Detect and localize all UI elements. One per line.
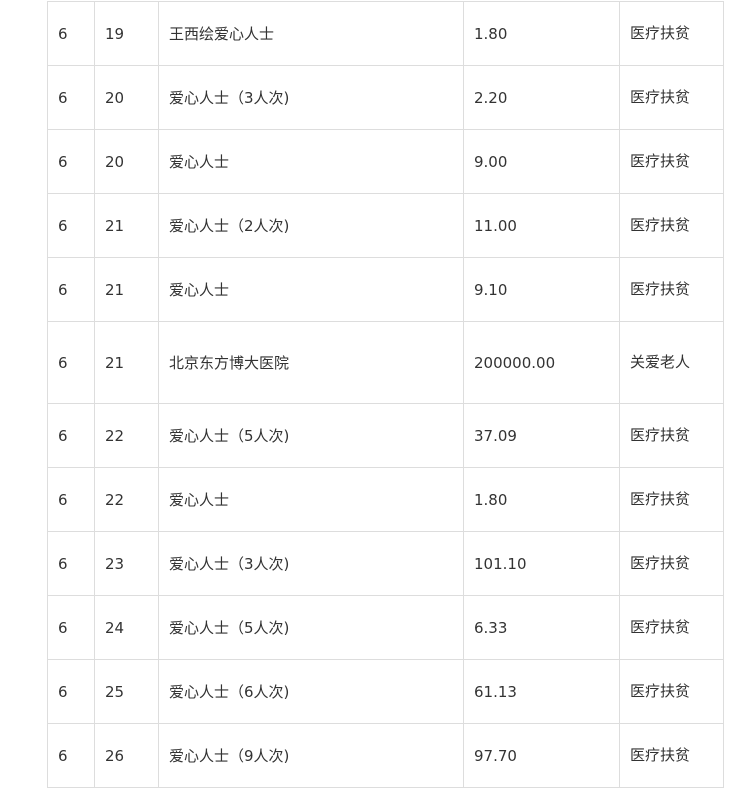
amount-cell: 200000.00 [463,321,620,404]
table-row: 6 20 爱心人士 9.00 医疗扶贫 [47,129,724,194]
month-cell: 6 [47,531,95,596]
day-cell: 26 [94,723,159,788]
day-cell: 20 [94,129,159,194]
amount-cell: 37.09 [463,403,620,468]
donor-cell: 爱心人士 [158,467,464,532]
day-cell: 21 [94,257,159,322]
donor-cell: 爱心人士（5人次) [158,595,464,660]
donor-cell: 爱心人士（9人次) [158,723,464,788]
purpose-cell: 医疗扶贫 [619,1,724,66]
month-cell: 6 [47,257,95,322]
purpose-cell: 医疗扶贫 [619,193,724,258]
month-cell: 6 [47,403,95,468]
amount-cell: 61.13 [463,659,620,724]
month-cell: 6 [47,595,95,660]
purpose-cell: 医疗扶贫 [619,595,724,660]
table-row: 6 21 北京东方博大医院 200000.00 关爱老人 [47,321,724,404]
day-cell: 19 [94,1,159,66]
amount-cell: 9.10 [463,257,620,322]
donor-cell: 爱心人士（6人次) [158,659,464,724]
table-row: 6 24 爱心人士（5人次) 6.33 医疗扶贫 [47,595,724,660]
month-cell: 6 [47,659,95,724]
day-cell: 23 [94,531,159,596]
donor-cell: 爱心人士 [158,257,464,322]
table-row: 6 22 爱心人士（5人次) 37.09 医疗扶贫 [47,403,724,468]
amount-cell: 6.33 [463,595,620,660]
donation-table: 6 19 王西绘爱心人士 1.80 医疗扶贫 6 20 爱心人士（3人次) 2.20 医疗扶贫 6 2… [47,1,724,788]
day-cell: 21 [94,321,159,404]
purpose-cell: 医疗扶贫 [619,65,724,130]
purpose-cell: 关爱老人 [619,321,724,404]
table-row: 6 23 爱心人士（3人次) 101.10 医疗扶贫 [47,531,724,596]
table-row: 6 22 爱心人士 1.80 医疗扶贫 [47,467,724,532]
donor-cell: 爱心人士（3人次) [158,65,464,130]
amount-cell: 1.80 [463,1,620,66]
table-row: 6 19 王西绘爱心人士 1.80 医疗扶贫 [47,1,724,66]
donor-cell: 爱心人士（3人次) [158,531,464,596]
amount-cell: 11.00 [463,193,620,258]
table-row: 6 21 爱心人士（2人次) 11.00 医疗扶贫 [47,193,724,258]
day-cell: 22 [94,467,159,532]
purpose-cell: 医疗扶贫 [619,723,724,788]
month-cell: 6 [47,65,95,130]
day-cell: 25 [94,659,159,724]
donor-cell: 爱心人士（2人次) [158,193,464,258]
month-cell: 6 [47,723,95,788]
month-cell: 6 [47,1,95,66]
donor-cell: 北京东方博大医院 [158,321,464,404]
amount-cell: 2.20 [463,65,620,130]
day-cell: 24 [94,595,159,660]
amount-cell: 101.10 [463,531,620,596]
month-cell: 6 [47,467,95,532]
month-cell: 6 [47,321,95,404]
purpose-cell: 医疗扶贫 [619,403,724,468]
month-cell: 6 [47,193,95,258]
purpose-cell: 医疗扶贫 [619,467,724,532]
purpose-cell: 医疗扶贫 [619,531,724,596]
purpose-cell: 医疗扶贫 [619,659,724,724]
purpose-cell: 医疗扶贫 [619,129,724,194]
amount-cell: 9.00 [463,129,620,194]
day-cell: 21 [94,193,159,258]
month-cell: 6 [47,129,95,194]
table-row: 6 26 爱心人士（9人次) 97.70 医疗扶贫 [47,723,724,788]
donor-cell: 爱心人士（5人次) [158,403,464,468]
day-cell: 20 [94,65,159,130]
amount-cell: 97.70 [463,723,620,788]
donor-cell: 爱心人士 [158,129,464,194]
table-row: 6 25 爱心人士（6人次) 61.13 医疗扶贫 [47,659,724,724]
purpose-cell: 医疗扶贫 [619,257,724,322]
donor-cell: 王西绘爱心人士 [158,1,464,66]
amount-cell: 1.80 [463,467,620,532]
table-row: 6 21 爱心人士 9.10 医疗扶贫 [47,257,724,322]
day-cell: 22 [94,403,159,468]
table-row: 6 20 爱心人士（3人次) 2.20 医疗扶贫 [47,65,724,130]
